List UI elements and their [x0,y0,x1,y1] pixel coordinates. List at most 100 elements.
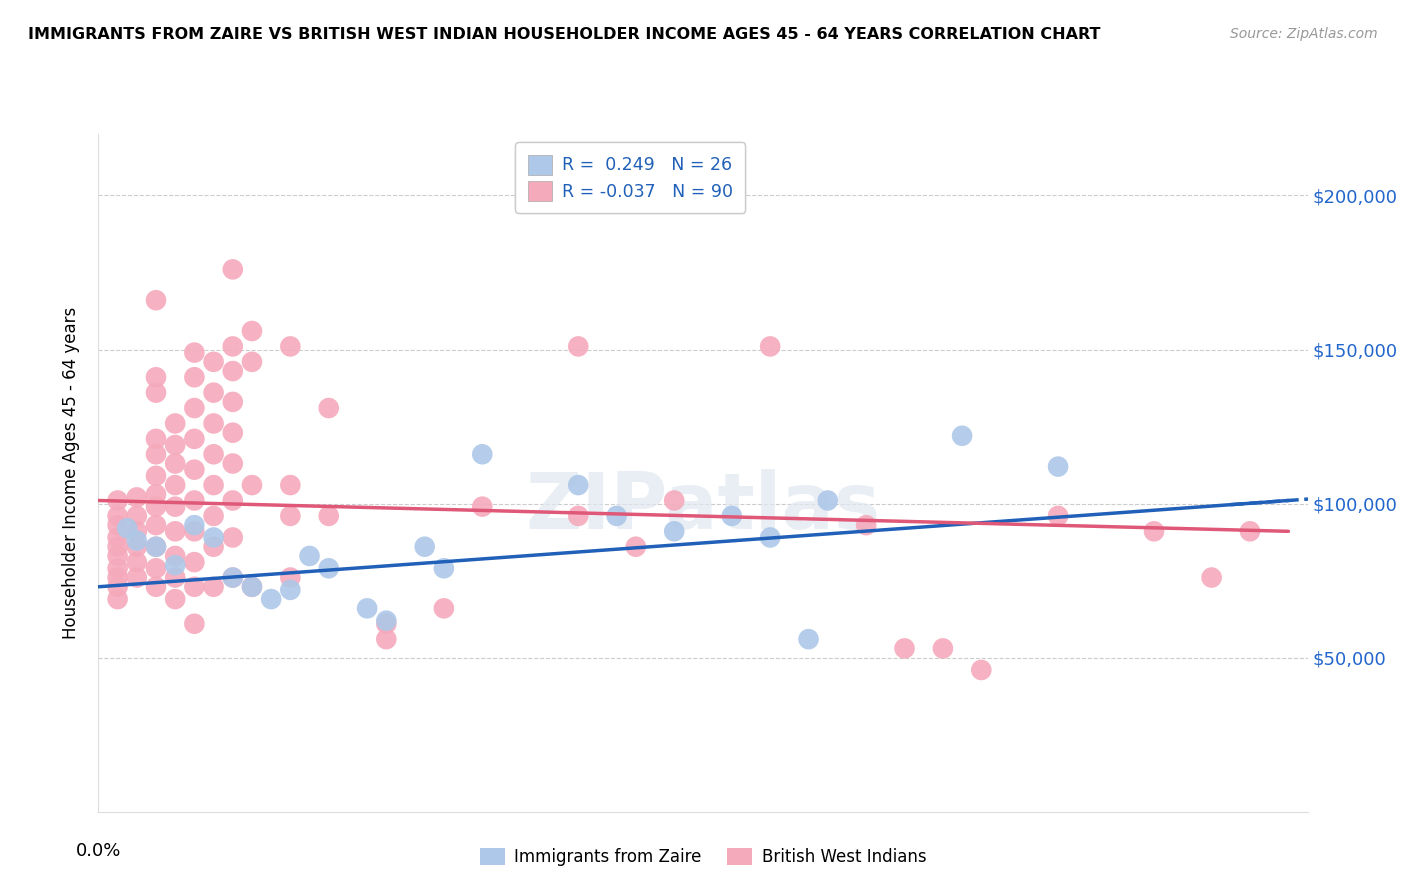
Point [1239,524,1261,539]
Point [107,570,129,584]
Point [183,370,205,384]
Point [165,457,187,471]
Point [318,401,340,415]
Point [222,570,245,584]
Point [1047,459,1070,474]
Point [318,561,340,575]
Point [280,339,302,353]
Point [145,540,167,554]
Point [222,364,245,378]
Y-axis label: Householder Income Ages 45 - 64 years: Householder Income Ages 45 - 64 years [62,307,80,639]
Point [107,561,129,575]
Point [356,601,378,615]
Point [567,478,589,492]
Point [471,447,494,461]
Point [165,438,187,452]
Point [165,570,187,584]
Text: IMMIGRANTS FROM ZAIRE VS BRITISH WEST INDIAN HOUSEHOLDER INCOME AGES 45 - 64 YEA: IMMIGRANTS FROM ZAIRE VS BRITISH WEST IN… [28,27,1101,42]
Point [664,524,686,539]
Point [183,401,205,415]
Text: 0.0%: 0.0% [76,842,121,860]
Point [183,493,205,508]
Point [222,531,245,545]
Point [280,582,302,597]
Legend: R =  0.249   N = 26, R = -0.037   N = 90: R = 0.249 N = 26, R = -0.037 N = 90 [516,143,745,213]
Point [817,493,839,508]
Point [624,540,647,554]
Point [202,355,225,369]
Point [298,549,321,563]
Point [202,531,225,545]
Point [222,570,245,584]
Point [107,592,129,607]
Point [202,417,225,431]
Point [759,531,782,545]
Point [165,592,187,607]
Point [145,518,167,533]
Point [107,493,129,508]
Point [202,447,225,461]
Point [375,632,398,647]
Point [759,339,782,353]
Point [950,429,973,443]
Point [183,463,205,477]
Text: ZIPatlas: ZIPatlas [526,468,880,545]
Point [183,555,205,569]
Point [1143,524,1166,539]
Point [183,518,205,533]
Point [145,500,167,514]
Point [202,508,225,523]
Point [413,540,436,554]
Point [797,632,820,647]
Point [125,555,148,569]
Legend: Immigrants from Zaire, British West Indians: Immigrants from Zaire, British West Indi… [471,840,935,875]
Point [145,293,167,308]
Point [567,339,589,353]
Point [183,432,205,446]
Point [107,580,129,594]
Point [893,641,915,656]
Point [145,385,167,400]
Point [202,580,225,594]
Point [145,432,167,446]
Point [280,478,302,492]
Point [183,616,205,631]
Point [240,580,263,594]
Point [240,324,263,338]
Point [202,540,225,554]
Point [107,531,129,545]
Point [471,500,494,514]
Point [145,540,167,554]
Point [145,468,167,483]
Point [165,478,187,492]
Point [107,540,129,554]
Point [567,508,589,523]
Point [165,500,187,514]
Point [125,508,148,523]
Point [202,478,225,492]
Point [318,508,340,523]
Point [855,518,877,533]
Point [375,614,398,628]
Point [375,616,398,631]
Point [107,508,129,523]
Point [165,549,187,563]
Point [125,524,148,539]
Point [260,592,283,607]
Point [202,385,225,400]
Point [183,524,205,539]
Point [165,524,187,539]
Point [222,339,245,353]
Point [664,493,686,508]
Point [107,549,129,563]
Point [145,487,167,501]
Point [932,641,955,656]
Point [183,580,205,594]
Point [165,417,187,431]
Point [720,508,742,523]
Point [145,580,167,594]
Point [125,570,148,584]
Point [115,521,138,535]
Point [280,508,302,523]
Point [145,561,167,575]
